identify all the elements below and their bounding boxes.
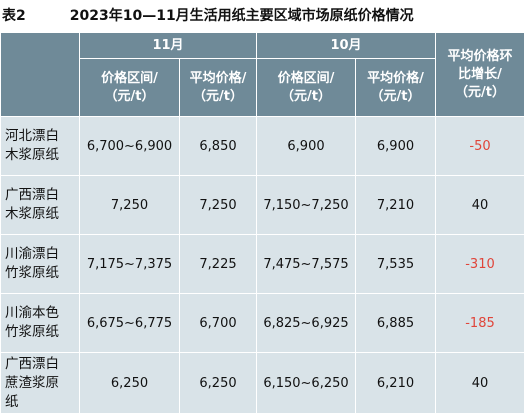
cell-change: -50 <box>436 117 524 176</box>
cell-nov-range: 7,250 <box>80 176 180 235</box>
cell-nov-range: 6,700~6,900 <box>80 117 180 176</box>
header-nov-range: 价格区间/（元/t） <box>80 59 180 117</box>
header-month-oct: 10月 <box>257 33 436 59</box>
cell-oct-range: 7,150~7,250 <box>257 176 356 235</box>
cell-change: 40 <box>436 353 524 414</box>
header-oct-avg: 平均价格/（元/t） <box>356 59 436 117</box>
cell-nov-avg: 7,225 <box>180 235 257 294</box>
table-row: 广西漂白木浆原纸 7,250 7,250 7,150~7,250 7,210 4… <box>1 176 524 235</box>
table-row: 川渝漂白竹浆原纸 7,175~7,375 7,225 7,475~7,575 7… <box>1 235 524 294</box>
table-row: 广西漂白蔗渣浆原纸 6,250 6,250 6,150~6,250 6,210 … <box>1 353 524 414</box>
cell-oct-range: 6,825~6,925 <box>257 294 356 353</box>
table-row: 川渝本色竹浆原纸 6,675~6,775 6,700 6,825~6,925 6… <box>1 294 524 353</box>
table-row: 河北漂白木浆原纸 6,700~6,900 6,850 6,900 6,900 -… <box>1 117 524 176</box>
table-caption: 表2 2023年10—11月生活用纸主要区域市场原纸价格情况 <box>0 3 524 27</box>
header-row-months: 11月 10月 平均价格环比增长/（元/t） <box>1 33 524 59</box>
row-name: 川渝本色竹浆原纸 <box>1 294 80 353</box>
price-table: 11月 10月 平均价格环比增长/（元/t） 价格区间/（元/t） 平均价格/（… <box>0 32 524 414</box>
cell-oct-avg: 6,900 <box>356 117 436 176</box>
header-month-nov: 11月 <box>80 33 257 59</box>
cell-nov-avg: 7,250 <box>180 176 257 235</box>
cell-change: 40 <box>436 176 524 235</box>
header-oct-range: 价格区间/（元/t） <box>257 59 356 117</box>
cell-nov-range: 7,175~7,375 <box>80 235 180 294</box>
cell-nov-avg: 6,250 <box>180 353 257 414</box>
header-corner <box>1 33 80 117</box>
header-change: 平均价格环比增长/（元/t） <box>436 33 524 117</box>
row-name: 广西漂白蔗渣浆原纸 <box>1 353 80 414</box>
table-title: 2023年10—11月生活用纸主要区域市场原纸价格情况 <box>70 5 414 25</box>
row-name: 广西漂白木浆原纸 <box>1 176 80 235</box>
cell-oct-avg: 7,210 <box>356 176 436 235</box>
cell-nov-range: 6,250 <box>80 353 180 414</box>
cell-change: -185 <box>436 294 524 353</box>
cell-nov-range: 6,675~6,775 <box>80 294 180 353</box>
cell-nov-avg: 6,700 <box>180 294 257 353</box>
cell-oct-range: 6,900 <box>257 117 356 176</box>
cell-oct-range: 7,475~7,575 <box>257 235 356 294</box>
header-change-text: 平均价格环比增长/（元/t） <box>445 48 515 102</box>
cell-change: -310 <box>436 235 524 294</box>
row-name: 川渝漂白竹浆原纸 <box>1 235 80 294</box>
header-nov-avg: 平均价格/（元/t） <box>180 59 257 117</box>
table-number: 表2 <box>2 5 26 25</box>
cell-oct-avg: 7,535 <box>356 235 436 294</box>
cell-oct-range: 6,150~6,250 <box>257 353 356 414</box>
row-name: 河北漂白木浆原纸 <box>1 117 80 176</box>
cell-oct-avg: 6,885 <box>356 294 436 353</box>
cell-oct-avg: 6,210 <box>356 353 436 414</box>
cell-nov-avg: 6,850 <box>180 117 257 176</box>
